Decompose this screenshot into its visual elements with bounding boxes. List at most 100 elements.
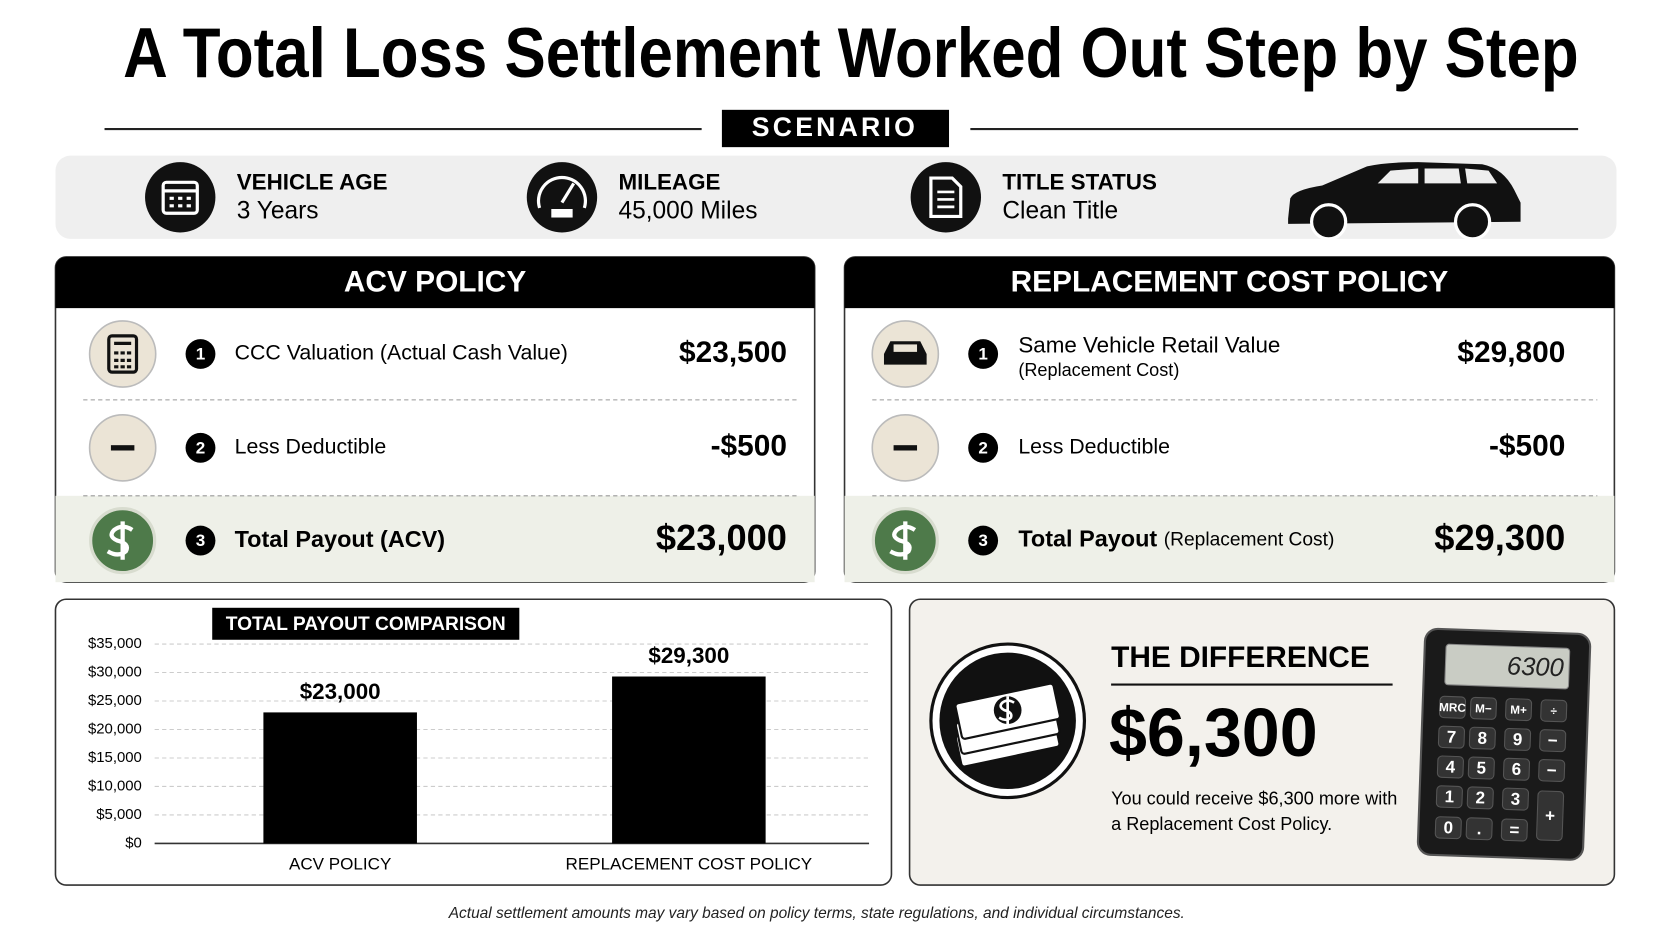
- calculator-key: [1468, 726, 1496, 750]
- calendar-icon: [145, 162, 216, 233]
- step-number: 3: [978, 531, 987, 550]
- calculator-key-label: 8: [1477, 729, 1487, 748]
- scenario-value: 45,000 Miles: [618, 198, 757, 225]
- step-amount: $23,000: [656, 517, 787, 558]
- x-tick-label: REPLACEMENT COST POLICY: [566, 854, 813, 873]
- y-tick-label: $10,000: [88, 777, 142, 794]
- calculator-key: [1539, 729, 1567, 753]
- gauge-icon: [526, 162, 598, 233]
- chart-panel: [54, 598, 893, 886]
- y-tick-label: $20,000: [88, 720, 142, 737]
- calculator-key: [1538, 759, 1566, 782]
- calculator-key: [1505, 698, 1533, 722]
- calculator-key-label: 7: [1446, 728, 1456, 747]
- step-amount: $29,300: [1434, 517, 1565, 558]
- x-tick-label: ACV POLICY: [289, 854, 391, 873]
- scenario-badge: [721, 109, 950, 148]
- calculator-key: [1466, 786, 1494, 810]
- difference-amount: $6,300: [1109, 695, 1318, 771]
- step-label: Same Vehicle Retail Value: [1018, 332, 1280, 357]
- step-number-badge: [968, 525, 999, 556]
- calculator-key-label: 3: [1510, 790, 1520, 809]
- calculator: 6300 MRC M− M+ ÷ 7 8 9 − 4 5 6 − 1 2 3 +0. =: [1416, 627, 1592, 861]
- step-number: 2: [978, 438, 987, 457]
- scenario-label: TITLE STATUS: [1002, 169, 1157, 194]
- calculator-key-label: M+: [1510, 703, 1527, 717]
- calculator-key-label: 0: [1443, 818, 1453, 837]
- calculator-key: [1540, 699, 1568, 723]
- step-number-badge: [185, 432, 216, 463]
- dollar-icon-glyph: [106, 521, 134, 560]
- step-amount: $29,800: [1457, 336, 1565, 369]
- scenario-value: 3 Years: [237, 198, 319, 225]
- chart-title: TOTAL PAYOUT COMPARISON: [226, 614, 506, 635]
- y-tick-label: $0: [125, 834, 142, 851]
- calculator-key-label: ÷: [1550, 705, 1557, 718]
- bar-value-label: $29,300: [648, 643, 729, 668]
- calculator-key-label: 9: [1512, 730, 1522, 749]
- calculator-key: [1502, 757, 1531, 781]
- bar: [612, 676, 766, 844]
- calculator-icon: [107, 334, 139, 374]
- dollar-icon-glyph: [889, 521, 917, 560]
- document-icon: [910, 162, 982, 233]
- calculator-key: [1435, 785, 1463, 809]
- calculator-key: [1501, 787, 1529, 811]
- y-tick-label: $30,000: [88, 663, 142, 680]
- calculator-key: [1438, 695, 1467, 719]
- calculator-key: [1436, 755, 1464, 779]
- chart-title-box: [212, 607, 520, 640]
- bar: [263, 712, 417, 844]
- step-label: Total Payout (ACV): [235, 526, 446, 552]
- scenario-bar: [55, 155, 1617, 239]
- step-number: 1: [196, 345, 205, 364]
- money-icon: [929, 642, 1087, 800]
- calculator-key-label: 6: [1511, 760, 1521, 779]
- minus-icon: [893, 445, 918, 451]
- footnote: Actual settlement amounts may vary based…: [448, 905, 1185, 922]
- step-number-badge: [185, 339, 216, 369]
- calculator-key-label: MRC: [1439, 701, 1467, 715]
- y-tick-label: $25,000: [88, 692, 142, 709]
- calculator-display: 6300: [1506, 652, 1565, 682]
- step-number: 1: [978, 345, 987, 364]
- calculator-key-label: M−: [1475, 702, 1492, 716]
- step-label: Less Deductible: [235, 434, 387, 458]
- y-tick-label: $35,000: [88, 635, 142, 652]
- panel-title: ACV POLICY: [344, 266, 526, 299]
- calculator-key-label: −: [1547, 731, 1558, 750]
- page-title: A Total Loss Settlement Worked Out Step …: [123, 13, 1578, 92]
- difference-title: THE DIFFERENCE: [1111, 641, 1370, 674]
- step-label-main: Total Payout: [1018, 526, 1157, 552]
- calculator-key-label: .: [1476, 819, 1481, 838]
- y-tick-label: $5,000: [96, 806, 142, 823]
- acv-panel: [54, 256, 816, 583]
- step-sublabel: (Replacement Cost): [1018, 360, 1179, 380]
- step-label: Less Deductible: [1018, 434, 1170, 458]
- calculator-key-label: −: [1546, 761, 1557, 780]
- y-tick-label: $15,000: [88, 749, 142, 766]
- scenario-label: SCENARIO: [752, 112, 918, 142]
- bar-value-label: $23,000: [300, 679, 381, 704]
- step-number-badge: [968, 339, 999, 369]
- step-amount: $23,500: [679, 336, 787, 369]
- calculator-key: [1434, 816, 1462, 840]
- calculator-key-label: 1: [1444, 787, 1454, 806]
- scenario-label: VEHICLE AGE: [237, 169, 388, 194]
- calculator-key: [1503, 727, 1532, 751]
- calculator-key: [1465, 817, 1493, 841]
- difference-note: You could receive $6,300 more with: [1111, 788, 1397, 808]
- calculator-key-label: 5: [1476, 758, 1486, 777]
- step-amount: -$500: [711, 430, 787, 463]
- step-number: 3: [196, 531, 205, 550]
- calculator-key: [1469, 696, 1497, 720]
- calculator-key: [1437, 725, 1466, 749]
- calculator-key: [1536, 790, 1565, 842]
- calculator-key-label: +: [1545, 806, 1556, 825]
- calculator-icon-keys: [114, 341, 132, 369]
- step-number-badge: [185, 525, 216, 556]
- panel-title: REPLACEMENT COST POLICY: [1011, 266, 1449, 299]
- step-label: CCC Valuation (Actual Cash Value): [235, 341, 568, 365]
